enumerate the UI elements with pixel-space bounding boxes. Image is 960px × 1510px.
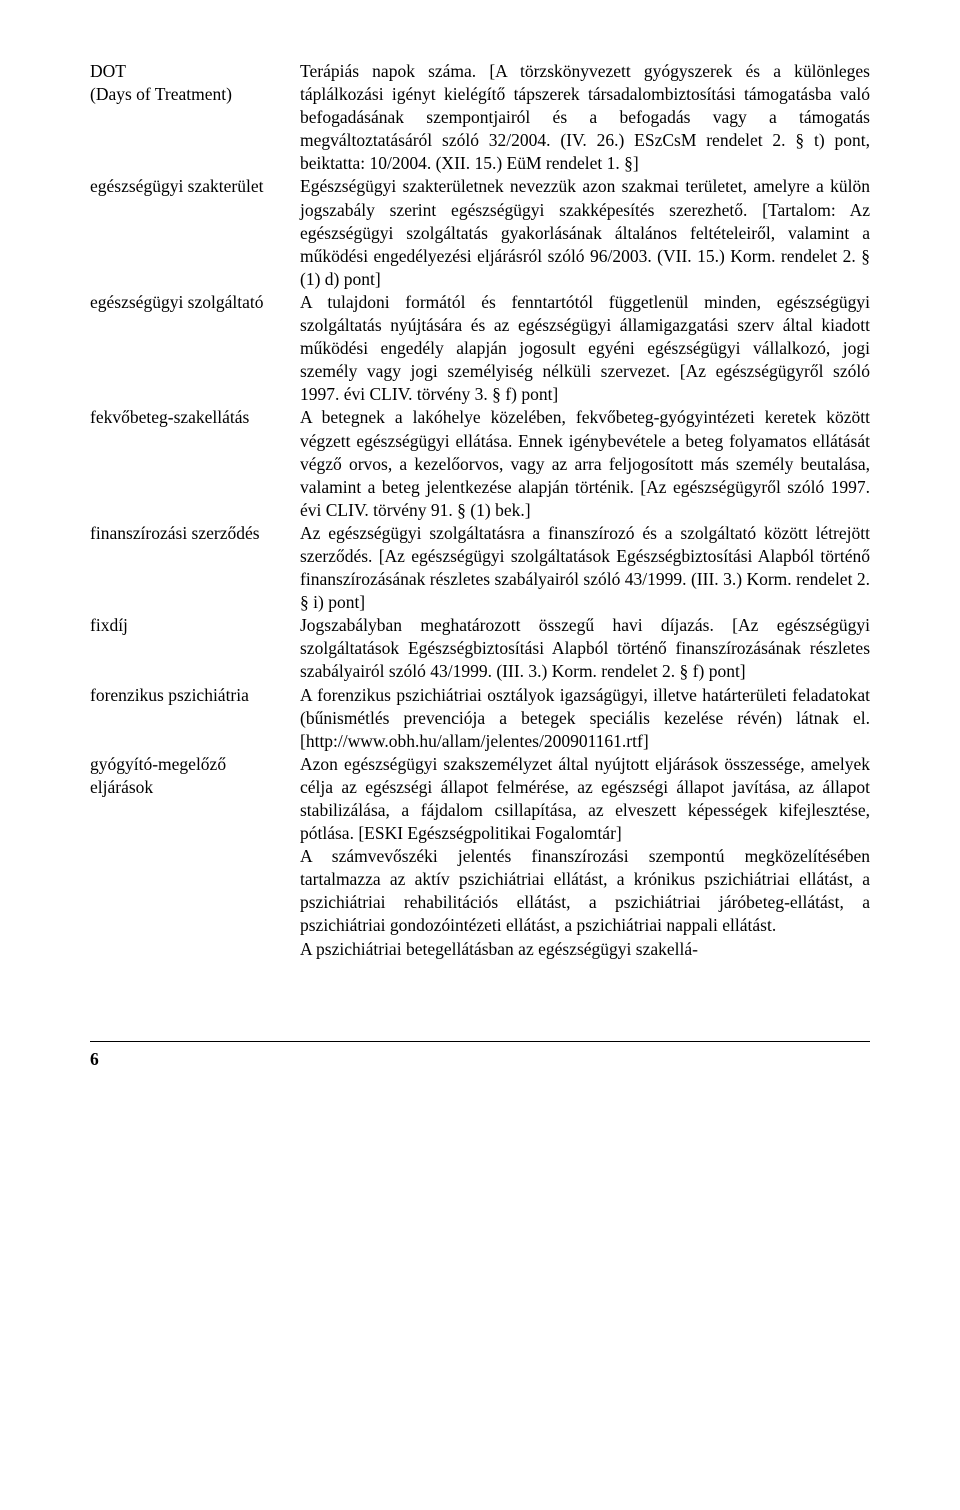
glossary-entry: DOT (Days of Treatment) Terápiás napok s… [90, 60, 870, 175]
glossary-entry: egészségügyi szakterület Egészségügyi sz… [90, 175, 870, 290]
glossary-list: DOT (Days of Treatment) Terápiás napok s… [90, 60, 870, 961]
glossary-entry: fekvőbeteg-szakellátás A betegnek a lakó… [90, 406, 870, 521]
glossary-entry: egészségügyi szolgáltató A tulajdoni for… [90, 291, 870, 406]
entry-definition: A tulajdoni formától és fenntartótól füg… [300, 291, 870, 406]
entry-definition: Terápiás napok száma. [A törzskönyvezett… [300, 60, 870, 175]
glossary-entry: finanszírozási szerződés Az egészségügyi… [90, 522, 870, 614]
entry-term: gyógyító-megelőző eljárások [90, 753, 300, 799]
entry-term: egészségügyi szakterület [90, 175, 300, 198]
glossary-entry: fixdíj Jogszabályban meghatározott össze… [90, 614, 870, 683]
entry-term: forenzikus pszichiátria [90, 684, 300, 707]
entry-term: finanszírozási szerződés [90, 522, 300, 545]
entry-term: egészségügyi szolgáltató [90, 291, 300, 314]
entry-definition: Azon egészségügyi szakszemélyzet által n… [300, 753, 870, 961]
glossary-entry: gyógyító-megelőző eljárások Azon egészsé… [90, 753, 870, 961]
entry-definition: A forenzikus pszichiátriai osztályok iga… [300, 684, 870, 753]
footer-rule [90, 1041, 870, 1042]
entry-definition: Jogszabályban meghatározott összegű havi… [300, 614, 870, 683]
entry-definition: Egészségügyi szakterületnek nevezzük azo… [300, 175, 870, 290]
page-number: 6 [90, 1048, 870, 1071]
entry-term: fixdíj [90, 614, 300, 637]
entry-term: fekvőbeteg-szakellátás [90, 406, 300, 429]
glossary-entry: forenzikus pszichiátria A forenzikus psz… [90, 684, 870, 753]
entry-term: DOT (Days of Treatment) [90, 60, 300, 106]
entry-definition: Az egészségügyi szolgáltatásra a finansz… [300, 522, 870, 614]
entry-definition: A betegnek a lakóhelye közelében, fekvőb… [300, 406, 870, 521]
